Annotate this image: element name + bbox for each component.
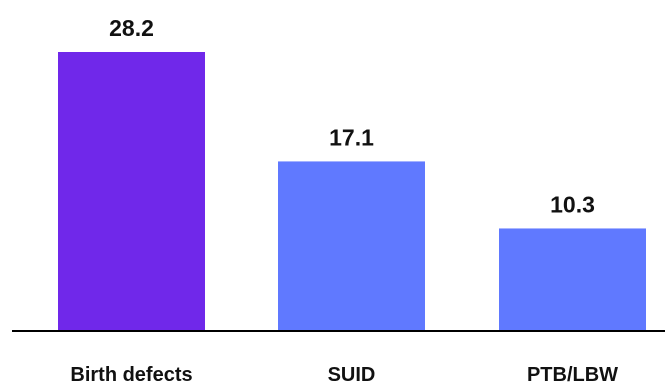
bar-birth-defects <box>58 52 205 330</box>
bar-value-label: 17.1 <box>329 124 374 150</box>
bar-value-label: 10.3 <box>550 191 595 217</box>
category-labels-layer: Birth defects SUID PTB/LBW <box>70 364 618 383</box>
bar-suid <box>278 161 425 330</box>
bar-ptb-lbw <box>499 228 646 330</box>
bars-layer <box>58 52 646 330</box>
category-label: Birth defects <box>70 364 192 383</box>
category-label: PTB/LBW <box>527 364 618 383</box>
bar-value-label: 28.2 <box>109 15 154 41</box>
category-label: SUID <box>328 364 376 383</box>
value-labels-layer: 28.2 17.1 10.3 <box>109 15 595 217</box>
